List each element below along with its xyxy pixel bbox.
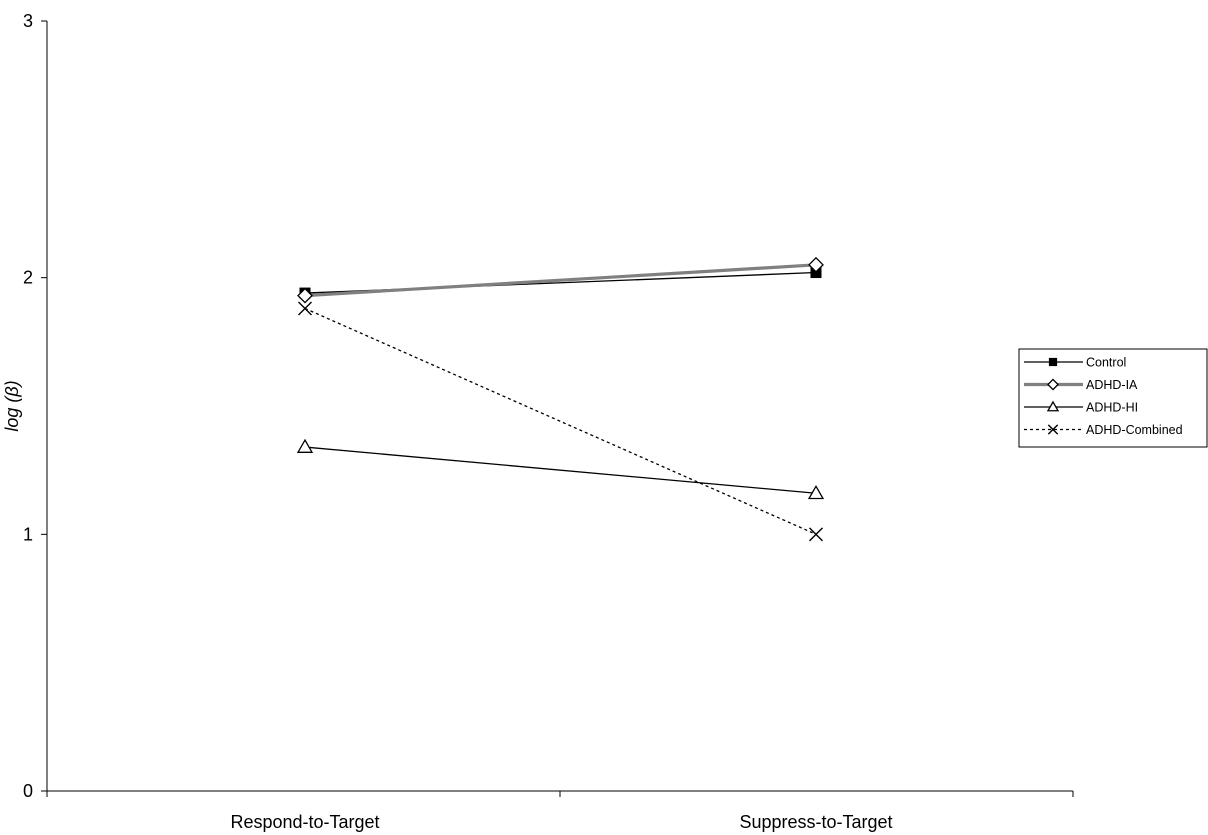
y-tick-label: 0 [23,781,33,801]
x-category-label: Respond-to-Target [230,812,379,832]
data-point [809,527,823,542]
data-point [808,256,824,273]
series-line [304,307,817,535]
x-ticks: Respond-to-Target Suppress-to-Target [46,791,1074,832]
y-tick-label: 3 [23,11,33,31]
legend-marker [1047,378,1059,391]
y-tick-label: 1 [23,524,33,544]
legend-marker [1047,424,1059,435]
series-group [296,256,825,542]
legend-item: ADHD-Combined [1024,423,1183,437]
legend-label: Control [1086,356,1126,370]
series-line [304,446,817,494]
series-line [304,263,817,298]
series-adhd-ia [297,256,824,304]
data-point [297,287,313,304]
legend-item: Control [1024,356,1126,370]
x-category-label: Suppress-to-Target [739,812,892,832]
legend-label: ADHD-IA [1086,378,1138,392]
y-ticks: 0 1 2 3 [23,11,47,801]
legend-label: ADHD-HI [1086,401,1138,415]
legend: Control ADHD-IA ADHD-HI ADHD-Combined [1018,348,1208,448]
data-point [296,438,314,453]
legend-item: ADHD-HI [1024,401,1138,415]
legend-label: ADHD-Combined [1086,423,1183,437]
legend-marker [1048,357,1058,367]
data-point [807,484,825,500]
series-control [299,267,822,299]
series-adhd-hi [296,438,825,500]
series-adhd-combined [298,301,823,542]
y-axis-title: log (β) [2,380,22,431]
legend-item: ADHD-IA [1024,378,1138,392]
axes: 0 1 2 3 Respond-to-Target Suppress-to-Target [23,11,1074,832]
legend-marker [1046,400,1060,412]
data-point [298,301,312,316]
y-tick-label: 2 [23,268,33,288]
